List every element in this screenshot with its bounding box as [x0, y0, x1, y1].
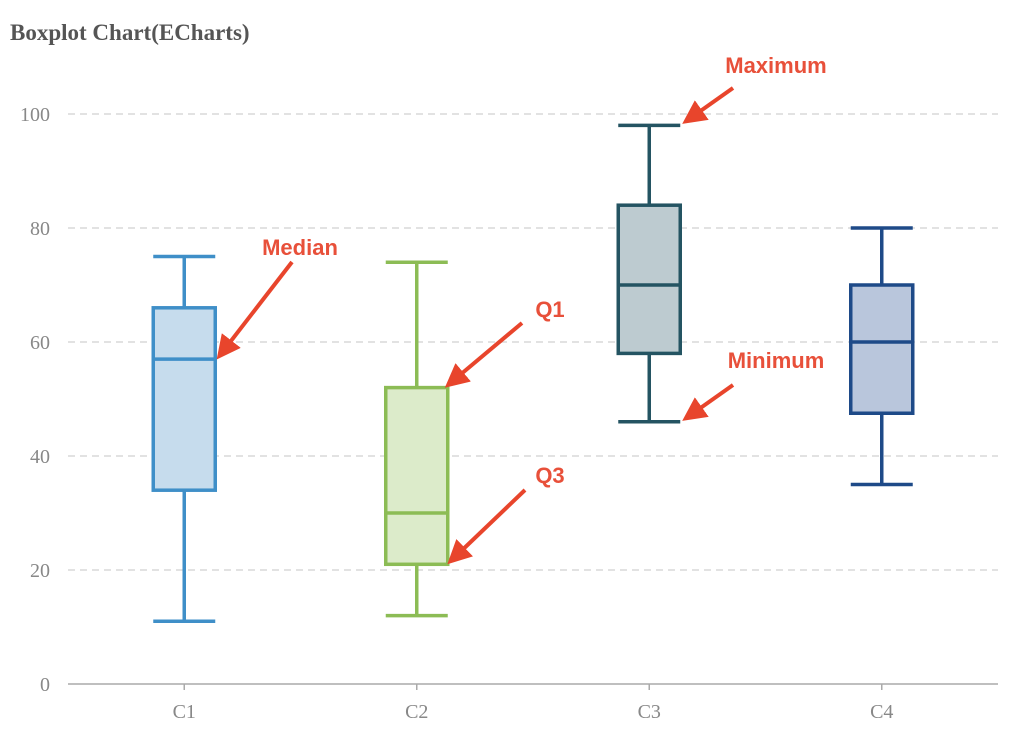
- annotation-label: Median: [262, 235, 338, 260]
- annotation-label: Q3: [535, 463, 564, 488]
- x-tick-label: C3: [638, 701, 661, 723]
- chart-title: Boxplot Chart(ECharts): [10, 20, 250, 45]
- annotation-arrow: [444, 321, 524, 388]
- box-C4: [849, 283, 915, 415]
- annotation-arrow: [682, 383, 735, 421]
- x-tick-label: C2: [405, 701, 428, 723]
- y-tick-label: 40: [30, 446, 50, 468]
- box-C1: [151, 306, 217, 492]
- x-tick-label: C1: [173, 701, 196, 723]
- y-tick-label: 100: [20, 104, 50, 126]
- y-tick-label: 20: [30, 560, 50, 582]
- annotation-label: Minimum: [728, 348, 825, 373]
- y-tick-label: 60: [30, 332, 50, 354]
- box-C2: [384, 385, 450, 567]
- annotation-label: Maximum: [725, 53, 826, 78]
- annotation-arrow: [447, 488, 527, 565]
- annotation-arrow: [216, 260, 294, 360]
- box-C3: [616, 203, 682, 356]
- x-tick-label: C4: [870, 701, 893, 723]
- annotation-label: Q1: [535, 297, 564, 322]
- annotation-arrow: [682, 86, 735, 124]
- y-tick-label: 80: [30, 218, 50, 240]
- y-tick-label: 0: [40, 674, 50, 696]
